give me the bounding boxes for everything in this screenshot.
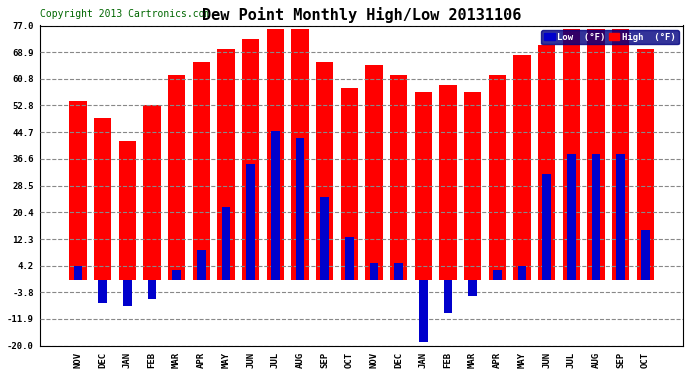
Bar: [172, 270, 181, 280]
Bar: [98, 280, 107, 303]
Bar: [246, 164, 255, 280]
Bar: [591, 154, 600, 280]
Bar: [493, 270, 502, 280]
Bar: [616, 154, 625, 280]
Bar: [345, 237, 353, 280]
Text: Copyright 2013 Cartronics.com: Copyright 2013 Cartronics.com: [40, 9, 210, 19]
Bar: [197, 250, 206, 280]
Bar: [295, 138, 304, 280]
Bar: [390, 75, 407, 280]
Bar: [567, 154, 575, 280]
Bar: [587, 29, 604, 280]
Bar: [148, 280, 156, 300]
Bar: [562, 29, 580, 280]
Bar: [538, 45, 555, 280]
Bar: [193, 62, 210, 280]
Bar: [637, 49, 654, 280]
Bar: [123, 280, 132, 306]
Bar: [341, 88, 358, 280]
Bar: [542, 174, 551, 280]
Bar: [440, 85, 457, 280]
Bar: [365, 65, 382, 280]
Bar: [489, 75, 506, 280]
Bar: [419, 280, 428, 342]
Bar: [74, 267, 82, 280]
Bar: [69, 101, 86, 280]
Bar: [144, 105, 161, 280]
Bar: [316, 62, 333, 280]
Bar: [464, 92, 481, 280]
Bar: [168, 75, 185, 280]
Bar: [266, 29, 284, 280]
Bar: [415, 92, 432, 280]
Bar: [119, 141, 136, 280]
Bar: [518, 267, 526, 280]
Bar: [444, 280, 452, 313]
Bar: [612, 29, 629, 280]
Bar: [469, 280, 477, 296]
Bar: [370, 263, 378, 280]
Title: Dew Point Monthly High/Low 20131106: Dew Point Monthly High/Low 20131106: [202, 7, 521, 23]
Bar: [217, 49, 235, 280]
Bar: [641, 230, 649, 280]
Bar: [394, 263, 403, 280]
Bar: [320, 197, 329, 280]
Bar: [271, 131, 279, 280]
Bar: [291, 29, 308, 280]
Legend: Low  (°F), High  (°F): Low (°F), High (°F): [541, 30, 678, 44]
Bar: [94, 118, 111, 280]
Bar: [513, 55, 531, 280]
Bar: [242, 39, 259, 280]
Bar: [221, 207, 230, 280]
